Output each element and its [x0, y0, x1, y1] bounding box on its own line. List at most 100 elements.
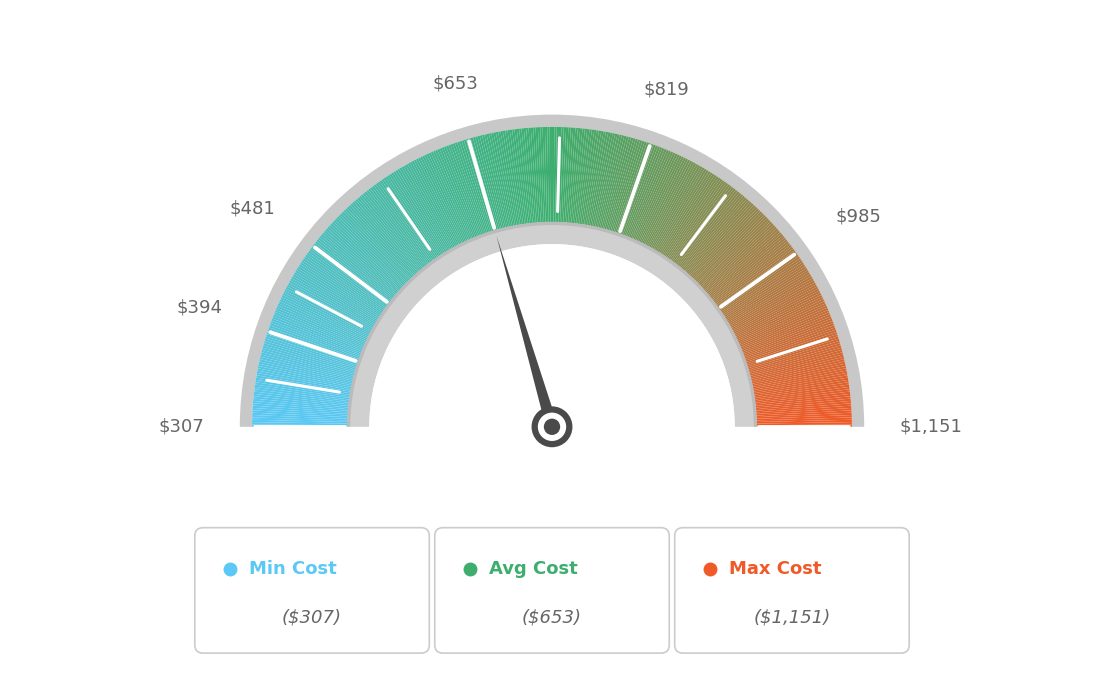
Wedge shape [287, 284, 372, 331]
Wedge shape [556, 127, 562, 222]
Wedge shape [565, 128, 573, 223]
Wedge shape [294, 272, 376, 323]
Wedge shape [299, 264, 380, 317]
Wedge shape [709, 234, 783, 297]
Wedge shape [714, 245, 792, 304]
Wedge shape [636, 153, 678, 241]
Wedge shape [410, 161, 456, 247]
Wedge shape [264, 343, 355, 371]
Wedge shape [563, 128, 571, 223]
Wedge shape [566, 128, 575, 223]
Wedge shape [521, 128, 533, 224]
FancyBboxPatch shape [435, 528, 669, 653]
Wedge shape [618, 143, 651, 234]
Wedge shape [611, 139, 640, 231]
Wedge shape [755, 389, 850, 403]
Wedge shape [696, 213, 764, 282]
Wedge shape [742, 314, 831, 351]
Wedge shape [733, 288, 819, 334]
Wedge shape [574, 128, 587, 224]
Text: Max Cost: Max Cost [730, 560, 821, 578]
Wedge shape [276, 308, 364, 347]
Wedge shape [602, 136, 627, 228]
Text: ($653): ($653) [522, 609, 582, 627]
Wedge shape [745, 330, 837, 362]
Wedge shape [282, 295, 369, 338]
Wedge shape [347, 221, 757, 427]
Wedge shape [707, 230, 781, 294]
Wedge shape [744, 325, 835, 359]
Wedge shape [277, 306, 365, 346]
Wedge shape [252, 415, 348, 420]
Wedge shape [480, 135, 505, 228]
Wedge shape [756, 424, 852, 427]
Wedge shape [293, 274, 376, 324]
Wedge shape [648, 161, 694, 247]
Wedge shape [749, 343, 840, 371]
Wedge shape [607, 138, 636, 230]
Wedge shape [569, 128, 577, 223]
Wedge shape [747, 341, 840, 370]
Wedge shape [596, 134, 619, 228]
Wedge shape [535, 127, 542, 223]
Wedge shape [753, 368, 847, 388]
Wedge shape [416, 159, 460, 244]
Wedge shape [487, 134, 509, 227]
Wedge shape [745, 328, 836, 361]
Wedge shape [687, 201, 752, 275]
Wedge shape [756, 415, 852, 420]
Wedge shape [713, 243, 790, 303]
Wedge shape [352, 201, 417, 275]
Wedge shape [314, 243, 391, 303]
Text: $985: $985 [836, 208, 881, 226]
Wedge shape [645, 159, 690, 246]
Wedge shape [402, 166, 450, 250]
Wedge shape [457, 141, 489, 233]
Wedge shape [393, 171, 445, 253]
Wedge shape [735, 295, 822, 338]
Wedge shape [335, 218, 405, 286]
Wedge shape [751, 355, 843, 379]
Wedge shape [375, 183, 433, 262]
Text: ($1,151): ($1,151) [753, 609, 830, 627]
Wedge shape [730, 278, 814, 327]
Wedge shape [261, 352, 354, 377]
Wedge shape [323, 230, 397, 294]
Wedge shape [538, 127, 544, 223]
Wedge shape [650, 164, 699, 248]
Wedge shape [750, 352, 843, 377]
Wedge shape [751, 359, 845, 382]
Text: ($307): ($307) [282, 609, 342, 627]
Wedge shape [265, 336, 357, 366]
Wedge shape [716, 248, 795, 306]
Wedge shape [279, 299, 367, 341]
Wedge shape [751, 357, 845, 381]
Wedge shape [742, 317, 831, 353]
Wedge shape [529, 128, 538, 223]
Wedge shape [361, 194, 423, 269]
Wedge shape [550, 127, 552, 222]
Wedge shape [301, 260, 382, 315]
Wedge shape [690, 205, 755, 277]
Wedge shape [370, 187, 429, 264]
Wedge shape [482, 135, 506, 228]
Wedge shape [362, 193, 424, 268]
Wedge shape [477, 136, 502, 228]
Wedge shape [258, 366, 352, 387]
Wedge shape [591, 132, 611, 226]
Wedge shape [491, 132, 512, 226]
Wedge shape [322, 232, 396, 295]
Wedge shape [754, 384, 849, 400]
Wedge shape [258, 364, 352, 385]
Wedge shape [560, 127, 566, 223]
Wedge shape [253, 403, 348, 413]
Wedge shape [475, 137, 501, 229]
Wedge shape [699, 218, 769, 286]
Wedge shape [580, 130, 594, 224]
Wedge shape [701, 221, 772, 288]
Wedge shape [683, 197, 746, 271]
Wedge shape [584, 130, 602, 225]
Wedge shape [240, 115, 864, 427]
Wedge shape [355, 199, 420, 273]
Wedge shape [641, 157, 686, 244]
